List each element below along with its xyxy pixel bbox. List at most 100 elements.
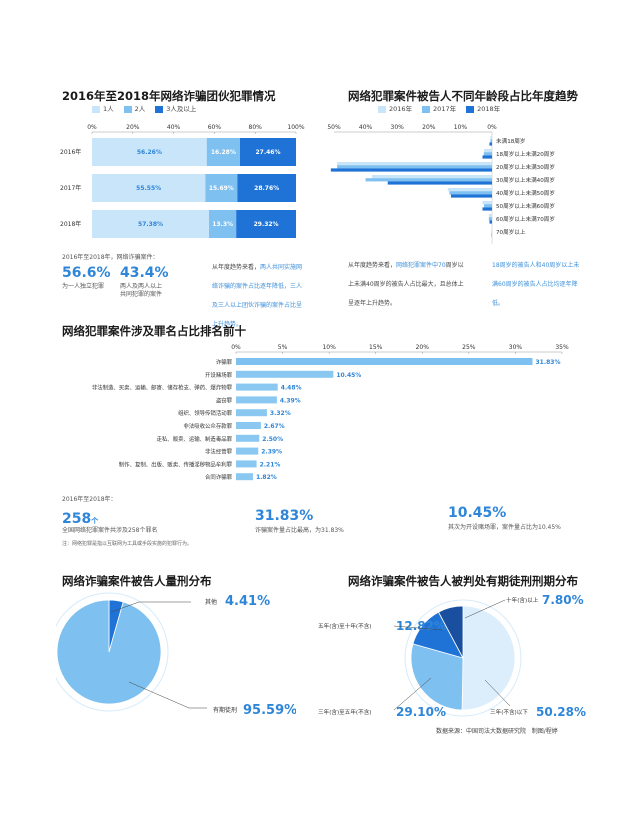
legend-swatch xyxy=(123,105,132,113)
stacked-bar-segment xyxy=(236,210,296,238)
stacked-bar-segment xyxy=(205,174,238,202)
slice-value: 29.10% xyxy=(396,705,446,719)
value-label: 29.32% xyxy=(254,221,279,228)
x-tick-label: 0% xyxy=(487,124,497,131)
stacked-bar-segment xyxy=(92,174,206,202)
category-label: 走私、贩卖、运输、制造毒品罪 xyxy=(157,435,233,443)
chart1-stat2-label-2: 共同犯罪的案件 xyxy=(120,291,163,298)
x-tick-label: 20% xyxy=(422,124,436,131)
value-label: 55.55% xyxy=(136,185,161,192)
bar xyxy=(484,149,492,153)
x-tick-label: 20% xyxy=(126,124,140,131)
leader-line xyxy=(484,679,511,707)
bar xyxy=(236,447,259,455)
category-label: 2017年 xyxy=(60,184,81,192)
category-label: 2016年 xyxy=(60,148,81,156)
x-tick-label: 35% xyxy=(555,344,569,351)
chart1-trend-note: 从年度趋势来看，两人共同实施网络诈骗的案件占比逐年降低，三人及三人以上团伙诈骗的… xyxy=(212,254,304,330)
category-label: 非法制造、买卖、运输、邮寄、储存枪支、弹药、爆炸物罪 xyxy=(92,384,233,392)
chart1-stat2-label-1: 两人及两人以上 xyxy=(120,283,163,290)
bar xyxy=(484,204,492,208)
category-label: 2018年 xyxy=(60,220,81,228)
chart3-count-value: 258 xyxy=(62,511,92,527)
category-label: 合同诈骗罪 xyxy=(205,473,233,481)
chart1-title: 2016年至2018年网络诈骗团伙犯罪情况 xyxy=(62,89,276,103)
legend-swatch xyxy=(466,105,475,113)
stacked-bar-segment xyxy=(237,174,296,202)
slice-label: 三年(不含)以下 xyxy=(490,708,528,716)
bar xyxy=(236,358,533,365)
legend-label: 3人及以上 xyxy=(166,105,197,113)
legend-label: 2人 xyxy=(134,105,146,113)
value-label: 15.69% xyxy=(209,185,234,192)
chart1-legend: 1人 2人 3人及以上 xyxy=(92,103,196,113)
chart1-stat2-value: 43.4% xyxy=(120,265,169,281)
category-label: 18周岁以上未满20周岁 xyxy=(496,150,555,158)
footer-source-text: 数据来源：中国司法大数据研究院 xyxy=(436,728,527,735)
x-tick-label: 60% xyxy=(208,124,222,131)
chart5-plot: 十年(含)以上 7.80% 五年(含)至十年(不含) 12.82% 三年(含)至五年(不… xyxy=(318,593,586,719)
chart1-trend-blue: 两人共同实施网络诈骗的案件占比逐年降低，三人及三人以上团伙诈骗的案件占比呈上升趋… xyxy=(212,264,303,328)
bar xyxy=(488,217,492,221)
leader-line xyxy=(464,599,506,619)
value-label: 1.82% xyxy=(256,474,277,481)
legend-item: 2016年 xyxy=(378,103,412,113)
stacked-bar-segment xyxy=(92,138,207,166)
x-tick-label: 40% xyxy=(167,124,181,131)
chart2-title: 网络犯罪案件被告人不同年龄段占比年度趋势 xyxy=(348,89,578,103)
slice-label: 三年(含)至五年(不含) xyxy=(318,708,371,716)
bar xyxy=(490,136,492,140)
legend-label: 1人 xyxy=(103,105,114,113)
chart3-count-unit: 个 xyxy=(91,517,99,525)
x-tick-label: 10% xyxy=(322,344,336,351)
stacked-bar-segment xyxy=(239,138,296,166)
slice-value: 4.41% xyxy=(225,594,270,609)
category-label: 60周岁以上未满70周岁 xyxy=(496,215,555,223)
chart2-note-left: 从年度趋势来看，网络犯罪案件中70周岁以上未满40周岁的被告人占比最大，且总体上… xyxy=(348,252,468,309)
category-label: 50周岁以上未满60周岁 xyxy=(496,202,555,210)
slice-value: 12.82% xyxy=(396,619,446,633)
value-label: 4.48% xyxy=(281,385,302,392)
bar xyxy=(236,422,261,429)
bar xyxy=(482,155,492,159)
legend-swatch xyxy=(422,105,431,113)
legend-swatch xyxy=(155,105,164,113)
leader-line xyxy=(393,677,432,711)
stacked-bar-segment xyxy=(92,210,210,238)
x-tick-label: 15% xyxy=(369,344,383,351)
bar xyxy=(482,201,492,205)
value-label: 31.83% xyxy=(535,359,560,366)
category-label: 开设赌场罪 xyxy=(205,371,233,379)
chart3-footnote: 注：网络犯罪是指以互联网为工具或手段实施的犯罪行为。 xyxy=(62,541,193,547)
chart2-note-right-blue: 18周岁的被告人和40周岁以上未满60周岁的被告人占比均逐年降低。 xyxy=(492,262,580,307)
stacked-bar-segment xyxy=(206,138,240,166)
bar xyxy=(488,214,492,218)
bar xyxy=(337,165,492,169)
bar xyxy=(236,409,267,417)
x-tick-label: 40% xyxy=(359,124,373,131)
bar xyxy=(236,434,260,442)
bar xyxy=(365,178,492,182)
bar xyxy=(447,188,492,192)
value-label: 2.39% xyxy=(261,449,282,456)
category-label: 未满18周岁 xyxy=(496,137,526,145)
chart3-fraud-value: 31.83% xyxy=(255,508,314,524)
footer-maker-text: 制图/程婷 xyxy=(531,728,558,735)
chart2-note-tail: 周岁以上未满40周岁的被告人占比最大，且总体上呈逐年上升趋势。 xyxy=(348,262,464,307)
legend-item: 3人及以上 xyxy=(155,103,196,113)
legend-swatch xyxy=(378,105,386,113)
pie-slice xyxy=(461,605,516,711)
chart3-count: 258个 xyxy=(62,508,98,527)
footer-source: 数据来源：中国司法大数据研究院 制图/程婷 xyxy=(436,726,558,735)
category-label: 非法吸收公众存款罪 xyxy=(183,422,232,430)
chart2-legend: 2016年 2017年 2018年 xyxy=(378,103,500,113)
x-tick-label: 5% xyxy=(278,344,288,351)
value-label: 16.28% xyxy=(211,149,236,156)
chart3-casino-label: 其次为开设赌场罪，案件量占比为10.45% xyxy=(448,524,561,531)
chart3-count-label: 全国网络犯罪案件共涉及258个罪名 xyxy=(62,527,158,534)
legend-item: 2018年 xyxy=(466,103,500,113)
value-label: 57.38% xyxy=(138,221,163,228)
chart2-note-right: 18周岁的被告人和40周岁以上未满60周岁的被告人占比均逐年降低。 xyxy=(492,252,580,309)
leader-line xyxy=(393,625,444,631)
chart1-intro: 2016年至2018年，网络诈骗案件： xyxy=(62,254,159,261)
